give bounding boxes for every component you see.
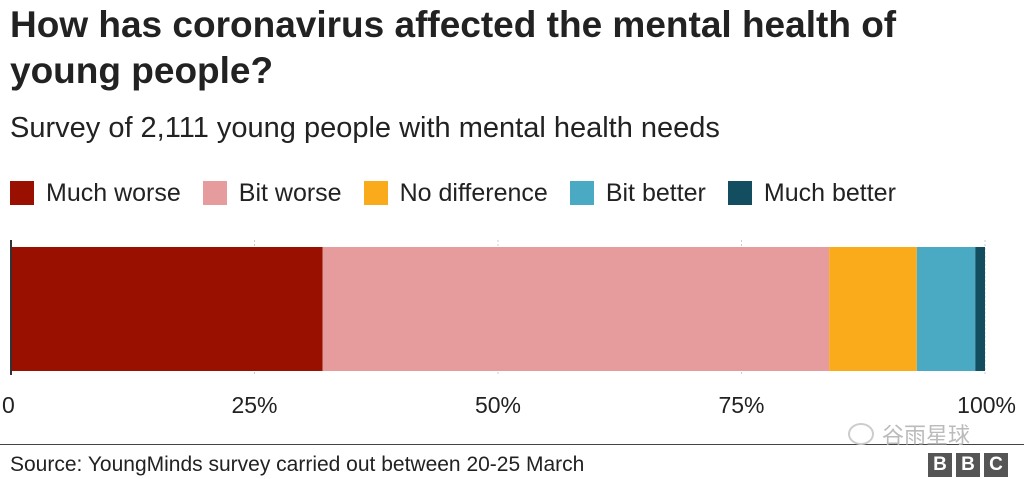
bar-segment-much-worse [11,247,323,371]
legend-item: Much worse [10,179,181,208]
footer-divider [0,444,1024,445]
legend-swatch [727,181,752,205]
bar-segment-bit-better [916,247,976,371]
legend: Much worse Bit worse No difference Bit bett… [10,175,918,211]
legend-swatch [363,181,388,205]
source-note: Source: YoungMinds survey carried out be… [10,453,585,476]
watermark-text: 谷雨星球 [882,423,971,448]
legend-label: Much better [763,178,896,207]
legend-swatch [569,181,594,205]
legend-label: Bit worse [238,178,342,207]
legend-item: No difference [363,178,548,208]
stacked-bar-chart: 0 25% 50% 75% 100% [2,240,1016,418]
legend-item: Bit worse [202,178,342,208]
legend-label: Much worse [46,178,181,207]
chart-title: How has coronavirus affected the mental … [10,4,897,91]
legend-item: Bit better [569,178,706,208]
x-tick-label: 75% [718,392,764,418]
x-tick-label: 0 [2,392,15,418]
bar-segment-much-better [975,247,985,371]
legend-label: Bit better [605,178,706,207]
legend-swatch [10,181,34,205]
x-tick-label: 100% [957,392,1016,418]
watermark: 谷雨星球 [848,418,970,450]
bbc-logo-letter: B [956,453,980,477]
watermark-logo-icon [848,423,874,445]
x-tick-label: 25% [231,392,277,418]
legend-label: No difference [399,178,548,207]
bbc-logo: B B C [924,453,1008,477]
bbc-logo-letter: C [984,453,1008,477]
legend-item: Much better [727,178,896,208]
bar-segment-bit-worse [322,247,830,371]
x-tick-label: 50% [475,392,521,418]
bbc-logo-letter: B [928,453,952,477]
bar-segment-no-difference [829,247,917,371]
legend-swatch [202,181,227,205]
chart-subtitle: Survey of 2,111 young people with mental… [10,112,720,144]
